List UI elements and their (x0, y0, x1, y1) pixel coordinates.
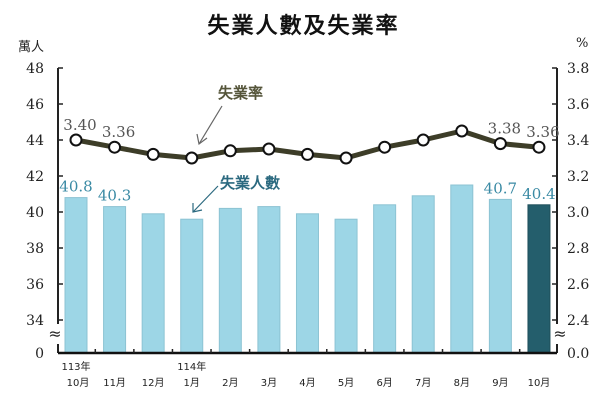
bar (488, 198, 512, 354)
bar (218, 207, 242, 354)
count-annotation: 失業人數 (220, 174, 280, 192)
right-tick-label: 3.4 (567, 133, 589, 149)
x-month-label: 1月 (184, 377, 200, 389)
rate-marker (262, 142, 276, 156)
x-month-label: 10月 (67, 377, 90, 389)
rate-marker (532, 140, 546, 154)
bar (141, 213, 165, 354)
rate-annotation: 失業率 (218, 84, 263, 102)
right-tick-label: 2.8 (567, 241, 589, 257)
left-tick-label: 0 (35, 346, 44, 362)
left-tick-label: 38 (26, 241, 44, 257)
x-year-label: 113年 (61, 360, 90, 373)
bar-value-label: 40.7 (484, 179, 517, 197)
bar (411, 195, 435, 354)
rate-marker (146, 147, 160, 161)
x-month-label: 11月 (103, 377, 126, 389)
axis-break-icon: ≈ (553, 324, 566, 343)
rate-value-label: 3.36 (102, 123, 135, 141)
x-month-label: 3月 (261, 377, 277, 389)
left-tick-label: 46 (26, 97, 44, 113)
left-axis-unit: 萬人 (18, 40, 45, 55)
rate-marker (493, 137, 507, 151)
bar (295, 213, 319, 354)
x-month-label: 10月 (528, 377, 551, 389)
right-axis-unit: % (576, 36, 589, 51)
bar (64, 197, 88, 354)
rate-marker (185, 151, 199, 165)
left-tick-label: 36 (26, 277, 44, 293)
left-tick-label: 42 (26, 169, 44, 185)
axis-break-icon: ≈ (48, 324, 61, 343)
bar (257, 206, 281, 354)
bar (373, 204, 397, 354)
right-tick-label: 3.6 (567, 97, 589, 113)
rate-arrow-icon (198, 105, 223, 145)
x-month-label: 4月 (299, 377, 315, 389)
right-tick-label: 2.4 (567, 313, 589, 329)
x-month-label: 12月 (142, 377, 165, 389)
bar-value-label: 40.4 (522, 185, 555, 203)
x-month-label: 8月 (454, 377, 470, 389)
rate-marker (339, 151, 353, 165)
right-tick-label: 3.0 (567, 205, 589, 221)
right-tick-label: 3.2 (567, 169, 589, 185)
bar (103, 206, 127, 354)
bar (334, 218, 358, 354)
left-tick-label: 34 (26, 313, 44, 329)
x-month-label: 2月 (222, 377, 238, 389)
left-tick-label: 44 (26, 133, 44, 149)
right-tick-label: 3.8 (567, 61, 589, 77)
right-tick-label: 2.6 (567, 277, 589, 293)
bar (180, 218, 204, 354)
count-arrow-icon (192, 185, 219, 213)
x-year-label: 114年 (177, 360, 206, 373)
bar (450, 184, 474, 354)
rate-value-label: 3.40 (63, 116, 96, 134)
rate-marker (223, 144, 237, 158)
rate-value-label: 3.38 (488, 120, 521, 138)
bar-value-label: 40.8 (59, 178, 92, 196)
right-tick-label: 0.0 (567, 346, 589, 362)
left-tick-label: 40 (26, 205, 44, 221)
rate-value-label: 3.36 (526, 123, 559, 141)
x-month-label: 6月 (376, 377, 392, 389)
x-month-label: 7月 (415, 377, 431, 389)
x-month-label: 9月 (492, 377, 508, 389)
rate-marker (416, 133, 430, 147)
rate-marker (69, 133, 83, 147)
chart-title: 失業人數及失業率 (207, 14, 400, 39)
x-month-label: 5月 (338, 377, 354, 389)
rate-marker (455, 124, 469, 138)
rate-marker (378, 140, 392, 154)
rate-marker (300, 147, 314, 161)
bar-value-label: 40.3 (98, 187, 131, 205)
left-tick-label: 48 (26, 61, 44, 77)
bar (527, 204, 551, 354)
rate-marker (108, 140, 122, 154)
